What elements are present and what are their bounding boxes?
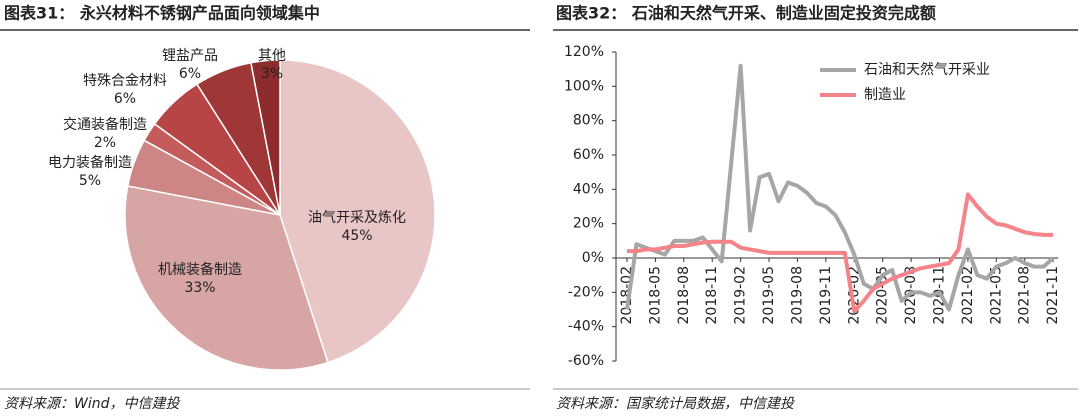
- slice-value-label: 6%: [179, 66, 201, 82]
- y-tick-label: 40%: [573, 181, 604, 197]
- y-tick-label: 0%: [582, 250, 604, 266]
- x-tick-label: 2021-08: [1017, 266, 1033, 325]
- x-tick-label: 2018-08: [676, 266, 692, 325]
- y-tick-label: -40%: [568, 319, 604, 335]
- y-tick-label: 100%: [564, 78, 604, 94]
- slice-value-label: 33%: [184, 280, 215, 296]
- x-tick-label: 2021-02: [960, 266, 976, 325]
- slice-value-label: 45%: [341, 228, 372, 244]
- x-tick-label: 2019-11: [818, 266, 834, 325]
- slice-label: 交通装备制造: [63, 116, 147, 133]
- slice-label: 锂盐产品: [162, 48, 218, 64]
- slice-value-label: 6%: [114, 91, 136, 107]
- series-line: [627, 192, 1054, 314]
- right-title: 图表32： 石油和天然气开采、制造业固定投资完成额: [556, 4, 936, 23]
- y-tick-label: 120%: [564, 44, 604, 60]
- y-tick-label: -20%: [568, 284, 604, 300]
- x-tick-label: 2019-02: [733, 266, 749, 325]
- left-title: 图表31： 永兴材料不锈钢产品面向领域集中: [4, 4, 320, 23]
- y-tick-label: 20%: [573, 216, 604, 232]
- right-source: 资料来源：国家统计局数据，中信建投: [556, 396, 796, 412]
- slice-value-label: 5%: [79, 173, 101, 189]
- y-tick-label: 80%: [573, 113, 604, 129]
- x-tick-label: 2018-05: [647, 266, 663, 325]
- x-tick-label: 2019-08: [789, 266, 805, 325]
- slice-label: 机械装备制造: [158, 261, 242, 278]
- x-tick-label: 2021-05: [988, 266, 1004, 325]
- pie-slice: [279, 59, 436, 364]
- x-tick-label: 2021-11: [1045, 266, 1061, 325]
- slice-value-label: 3%: [261, 66, 283, 82]
- x-tick-label: 2020-08: [903, 266, 919, 325]
- y-tick-label: 60%: [573, 147, 604, 163]
- slice-label: 特殊合金材料: [83, 73, 167, 89]
- series-line: [625, 63, 1055, 312]
- slice-label: 电力装备制造: [48, 154, 132, 171]
- legend-label: 石油和天然气开采业: [864, 61, 990, 78]
- x-tick-label: 2019-05: [761, 266, 777, 325]
- pie-slice: [124, 185, 329, 371]
- slice-label: 其他: [258, 48, 286, 64]
- legend-label: 制造业: [864, 87, 906, 103]
- y-tick-label: -60%: [568, 353, 604, 369]
- left-source: 资料来源：Wind，中信建投: [4, 396, 181, 412]
- slice-label: 油气开采及炼化: [308, 210, 406, 226]
- slice-value-label: 2%: [94, 135, 116, 151]
- pie-slice: [250, 59, 281, 216]
- x-tick-label: 2018-11: [704, 266, 720, 325]
